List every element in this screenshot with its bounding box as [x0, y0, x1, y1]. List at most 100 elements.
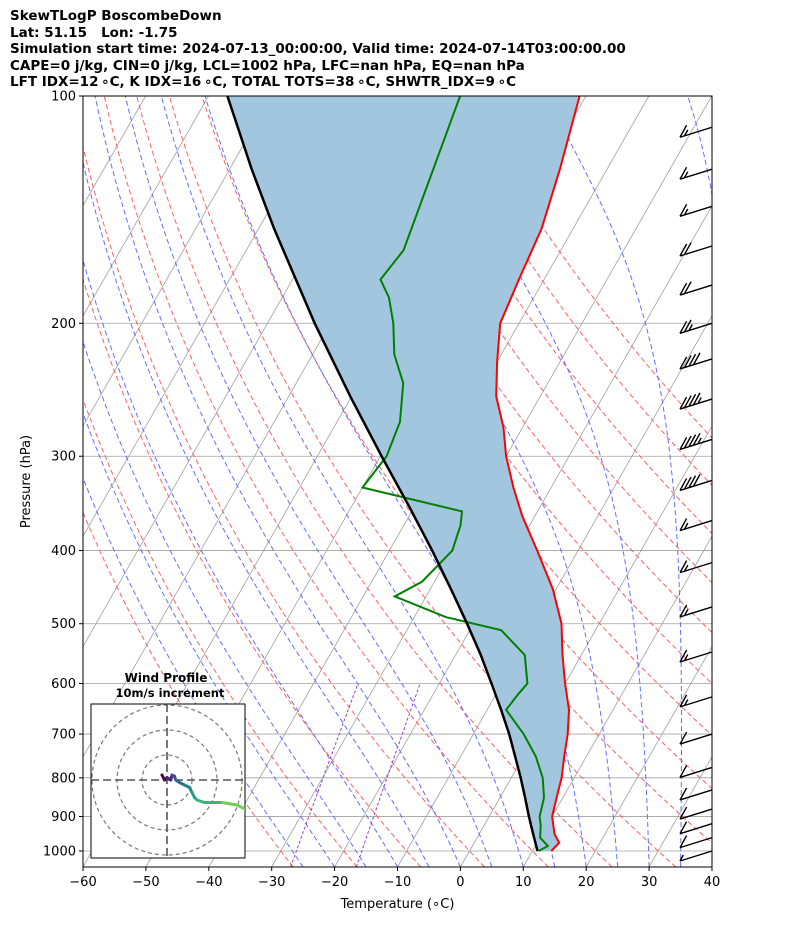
- chart-header: SkewTLogP BoscombeDown Lat: 51.15 Lon: -1…: [10, 8, 626, 91]
- barb-shaft: [679, 808, 713, 820]
- barb-feather: [679, 243, 688, 257]
- barb-feather: [679, 396, 688, 410]
- barb-feather: [692, 473, 701, 487]
- title-times: Simulation start time: 2024-07-13_00:00:…: [10, 41, 626, 58]
- dewpoint-line: [360, 96, 550, 852]
- wind-barb: [679, 604, 713, 618]
- wind-barb: [679, 203, 713, 217]
- barb-feather: [679, 765, 688, 778]
- barb-feather: [683, 129, 689, 137]
- moist-adiabat: [775, 96, 794, 867]
- barb-feather: [683, 654, 689, 661]
- x-tick-label: 0: [456, 875, 464, 890]
- y-tick-label: 200: [51, 317, 76, 332]
- dry-adiabat: [299, 96, 712, 685]
- dry-adiabat: [83, 277, 422, 867]
- barb-feather: [683, 355, 692, 368]
- y-tick-label: 500: [51, 617, 76, 632]
- barb-shaft: [679, 789, 713, 801]
- wind-barb: [679, 518, 713, 532]
- title-station: SkewTLogP BoscombeDown: [10, 8, 222, 24]
- barb-feather: [683, 242, 692, 255]
- isotherm: [83, 96, 209, 317]
- dry-adiabat: [83, 144, 485, 867]
- moist-adiabat: [83, 411, 336, 867]
- dry-adiabat: [396, 96, 712, 535]
- x-tick-label: 10: [515, 875, 532, 890]
- moist-adiabat: [83, 340, 367, 867]
- isotherm: [648, 755, 712, 867]
- y-tick-label: 700: [51, 728, 76, 743]
- barb-feather: [683, 522, 689, 530]
- moist-adiabat: [744, 96, 794, 867]
- barb-feather: [683, 609, 689, 616]
- hodograph-subtitle: 10m/s increment: [116, 686, 225, 700]
- x-axis-title: Temperature (∘C): [340, 897, 455, 912]
- barb-shaft: [679, 850, 713, 862]
- barb-feather: [679, 694, 688, 708]
- y-tick-label: 400: [51, 544, 76, 559]
- title-latlon: Lat: 51.15 Lon: -1.75: [10, 24, 178, 41]
- wind-barb: [679, 806, 713, 820]
- title-indices-cape: CAPE=0 j/kg, CIN=0 j/kg, LCL=1002 hPa, L…: [10, 57, 525, 74]
- wind-barb: [679, 850, 713, 862]
- x-tick-label: −40: [195, 875, 222, 890]
- barb-feather: [683, 395, 692, 408]
- barb-feather: [679, 821, 688, 834]
- moist-adiabat: [544, 96, 682, 867]
- barb-shaft: [679, 836, 713, 849]
- wind-barb: [679, 694, 713, 708]
- wind-barb: [679, 392, 713, 410]
- moist-adiabat: [94, 96, 461, 867]
- barb-shaft: [679, 733, 713, 745]
- moist-adiabat: [83, 160, 430, 867]
- dry-adiabat: [168, 96, 677, 867]
- isotherm: [585, 645, 712, 867]
- barb-feather: [683, 564, 689, 572]
- y-tick-label: 900: [51, 810, 76, 825]
- title-indices-stability: LFT IDX=12 ∘C, K IDX=16 ∘C, TOTAL TOTS=3…: [10, 74, 516, 91]
- wind-barb: [679, 649, 713, 663]
- barb-feather: [683, 208, 689, 216]
- barb-feather: [688, 475, 697, 488]
- barb-feather: [697, 397, 702, 404]
- wind-barb: [679, 166, 713, 180]
- barb-feather: [692, 432, 701, 446]
- wind-barb: [679, 242, 713, 257]
- isotherm: [775, 96, 794, 867]
- mixing-ratio-line: [290, 683, 359, 867]
- y-axis-title: Pressure (hPa): [19, 435, 34, 528]
- y-tick-label: 300: [51, 450, 76, 465]
- wind-barb: [679, 352, 713, 370]
- y-tick-label: 100: [51, 90, 76, 105]
- cin-shading: [227, 96, 580, 851]
- isotherm: [334, 204, 712, 867]
- barb-feather: [683, 319, 692, 333]
- x-tick-label: −20: [321, 875, 348, 890]
- moist-adiabat: [160, 96, 524, 867]
- x-tick-label: −60: [69, 875, 96, 890]
- x-tick-label: −10: [384, 875, 411, 890]
- plot-area: [0, 96, 794, 867]
- barb-feather: [683, 699, 689, 706]
- barb-feather: [679, 649, 688, 663]
- hodograph-segment: [220, 801, 239, 807]
- barb-feather: [679, 854, 684, 862]
- isotherm: [522, 535, 712, 867]
- y-tick-label: 800: [51, 771, 76, 786]
- hodograph-title: Wind Profile: [125, 671, 208, 685]
- barb-feather: [679, 282, 688, 296]
- barb-feather: [683, 171, 689, 179]
- isotherm: [83, 96, 272, 427]
- hodograph-segment: [235, 803, 245, 811]
- dry-adiabat: [364, 96, 712, 584]
- barb-feather: [679, 806, 688, 820]
- parcel-line: [226, 96, 539, 852]
- isotherm: [83, 96, 84, 97]
- isotherm: [0, 96, 20, 867]
- barb-feather: [679, 437, 688, 450]
- barb-feather: [679, 604, 688, 618]
- barb-feather: [679, 124, 688, 138]
- x-tick-label: 30: [641, 875, 658, 890]
